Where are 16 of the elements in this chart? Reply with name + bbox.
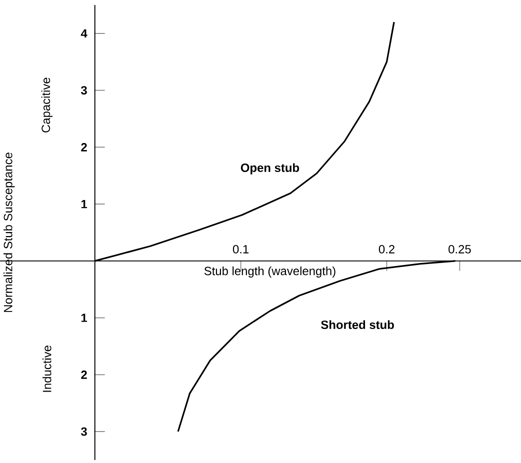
y-tick-label: 2 bbox=[81, 370, 87, 379]
y-tick-label: 2 bbox=[81, 143, 87, 152]
x-tick-label: 0.2 bbox=[378, 244, 394, 254]
y-tick-label: 3 bbox=[80, 86, 87, 95]
y-tick-label: 3 bbox=[80, 427, 87, 436]
y-axis-title: Normalized Stub Susceptance bbox=[4, 152, 15, 312]
y-tick-label: 4 bbox=[80, 29, 88, 38]
y-tick-label: 1 bbox=[81, 314, 88, 322]
x-tick-label: 0.25 bbox=[448, 244, 471, 254]
x-axis-title: Stub length (wavelength) bbox=[204, 266, 336, 278]
series-label: Open stub bbox=[240, 163, 300, 174]
y-tick-label: 1 bbox=[81, 200, 88, 208]
text: Shorted stub bbox=[321, 320, 394, 330]
annotation: Inductive bbox=[42, 346, 52, 392]
annotation: Capacitive bbox=[41, 78, 52, 132]
x-tick-label: 0.1 bbox=[232, 244, 249, 254]
